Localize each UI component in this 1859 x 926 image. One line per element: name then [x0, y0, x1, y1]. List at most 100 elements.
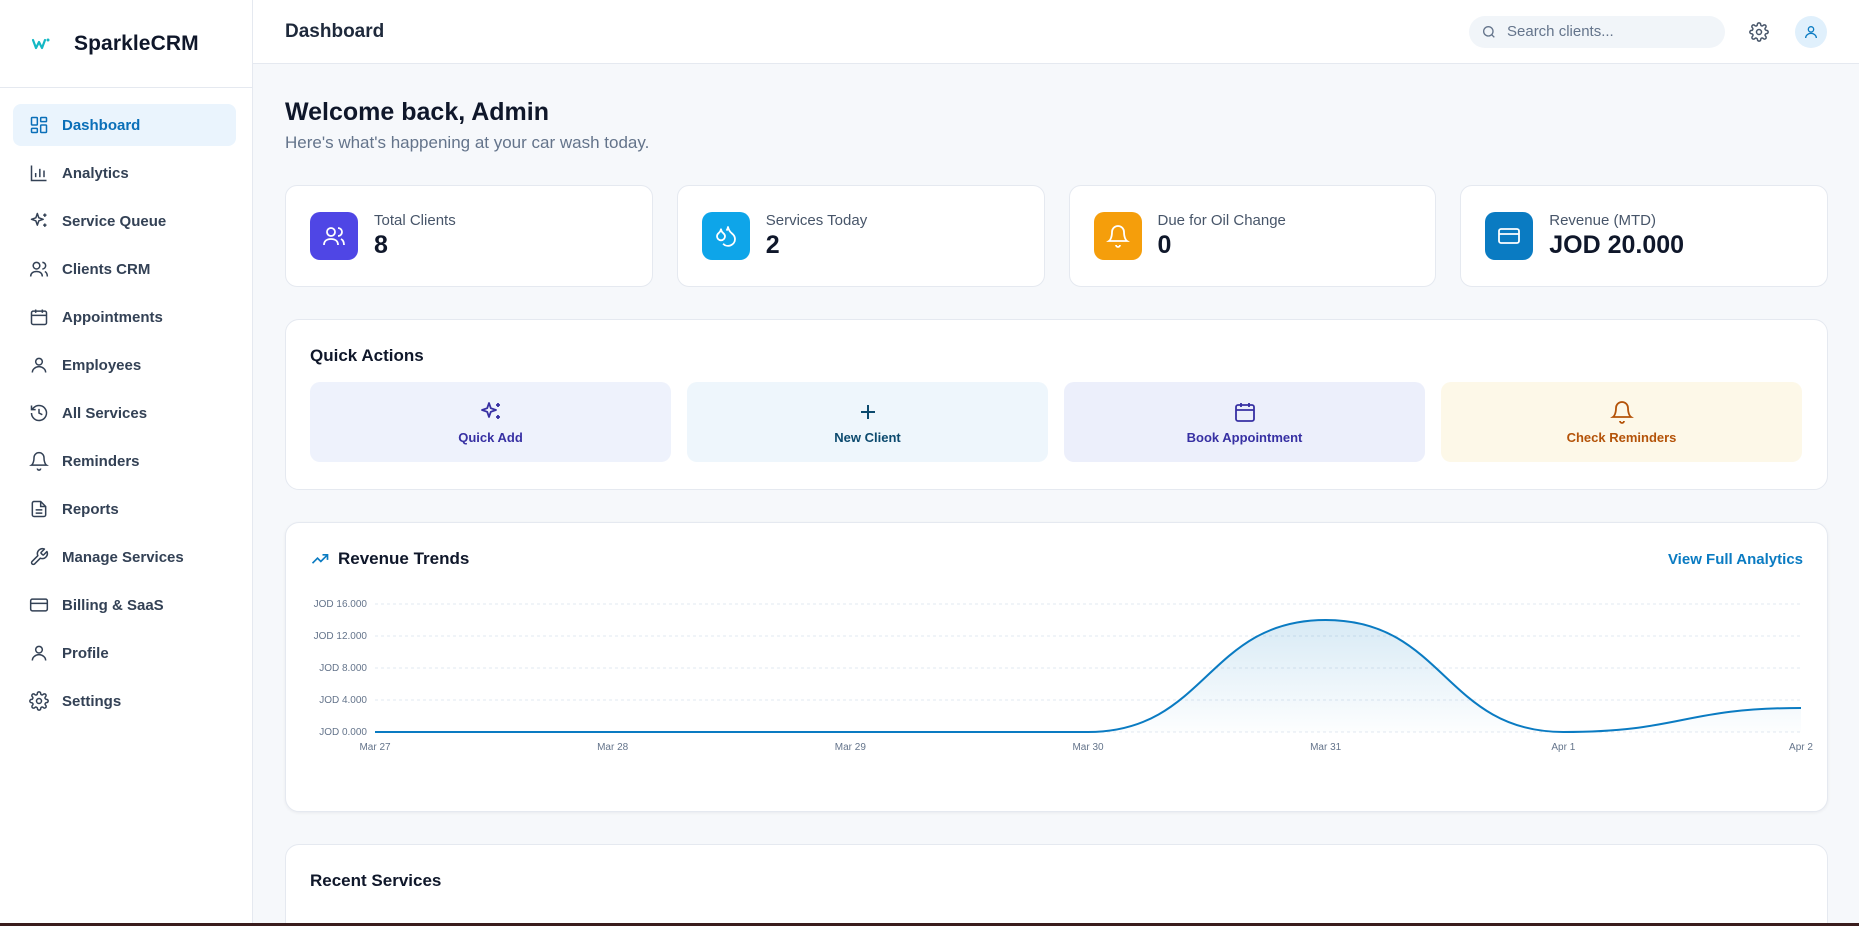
sidebar-item-dashboard[interactable]: Dashboard [13, 104, 236, 146]
view-full-analytics-link[interactable]: View Full Analytics [1667, 550, 1803, 568]
sidebar-item-label: Reminders [62, 452, 140, 470]
stat-card-oil-change: Due for Oil Change 0 [1068, 185, 1437, 287]
quick-action-label: Quick Add [458, 429, 523, 445]
quick-actions-row: Quick Add New Client Book Appointment Ch… [310, 382, 1803, 462]
quick-action-label: Check Reminders [1566, 429, 1677, 445]
book-appointment-button[interactable]: Book Appointment [1064, 382, 1425, 462]
welcome-subtitle: Here's what's happening at your car wash… [285, 133, 650, 152]
stat-card-revenue: Revenue (MTD) JOD 20.000 [1460, 185, 1828, 287]
file-text-icon [31, 500, 47, 518]
stat-icon-bg [1093, 212, 1142, 260]
x-tick-label: Apr 1 [1551, 742, 1575, 753]
sidebar-item-label: Reports [62, 500, 119, 518]
sidebar-item-reminders[interactable]: Reminders [13, 440, 236, 482]
series-area [375, 620, 1801, 732]
user-icon [31, 357, 47, 373]
main-content: Welcome back, Admin Here's what's happen… [285, 64, 1828, 926]
gear-icon [1749, 21, 1769, 42]
sidebar-item-label: Service Queue [62, 212, 167, 230]
x-tick-label: Mar 31 [1310, 742, 1342, 753]
stat-card-services-today: Services Today 2 [676, 185, 1045, 287]
sidebar-item-appointments[interactable]: Appointments [13, 296, 236, 338]
stat-label: Revenue (MTD) [1549, 212, 1656, 229]
revenue-chart: JOD 0.000 JOD 4.000 JOD 8.000 JOD 12.000 JOD… [314, 599, 1814, 753]
sidebar-item-label: Profile [62, 644, 109, 662]
sidebar-item-manage-services[interactable]: Manage Services [13, 536, 236, 578]
brand: SparkleCRM [0, 0, 252, 88]
x-tick-label: Mar 29 [835, 742, 867, 753]
chart-header: Revenue Trends View Full Analytics [310, 549, 1803, 569]
chart-title: Revenue Trends [338, 549, 470, 568]
sidebar-item-label: Settings [62, 692, 122, 710]
y-tick-label: JOD 8.000 [319, 663, 367, 674]
stat-value: JOD 20.000 [1549, 231, 1685, 259]
bell-icon [29, 451, 49, 471]
stat-text: Revenue (MTD) JOD 20.000 [1549, 212, 1684, 260]
new-client-button[interactable]: New Client [687, 382, 1048, 462]
stat-label: Due for Oil Change [1157, 212, 1286, 229]
users-icon [29, 261, 49, 277]
recent-services-title: Recent Services [310, 871, 442, 890]
sidebar-item-label: Clients CRM [62, 260, 151, 278]
credit-card-icon [1498, 228, 1521, 244]
stats-row: Total Clients 8 Services Today 2 Due for… [285, 185, 1828, 287]
sidebar-item-service-queue[interactable]: Service Queue [13, 200, 236, 242]
credit-card-icon [29, 598, 49, 612]
stat-value: 0 [1157, 231, 1172, 259]
user-icon [1805, 25, 1817, 38]
search-input[interactable] [1507, 23, 1707, 40]
sidebar-nav: Dashboard Analytics Service Queue Client… [0, 88, 252, 722]
x-tick-label: Mar 28 [597, 742, 629, 753]
quick-add-button[interactable]: Quick Add [310, 382, 671, 462]
y-tick-label: JOD 12.000 [314, 631, 368, 642]
stat-label: Services Today [765, 212, 868, 229]
page-title: Dashboard [285, 20, 385, 42]
sidebar-item-employees[interactable]: Employees [13, 344, 236, 386]
sidebar-item-label: All Services [62, 404, 148, 422]
sparkles-icon [480, 401, 500, 419]
settings-button[interactable] [1747, 20, 1771, 44]
welcome-title: Welcome back, Admin [285, 98, 549, 126]
stat-text: Due for Oil Change 0 [1158, 212, 1286, 260]
y-tick-label: JOD 4.000 [319, 695, 367, 706]
calendar-icon [30, 309, 48, 326]
sidebar-item-clients-crm[interactable]: Clients CRM [13, 248, 236, 290]
sidebar-item-all-services[interactable]: All Services [13, 392, 236, 434]
droplets-icon [715, 226, 736, 247]
bar-chart-icon [30, 165, 47, 182]
trending-up-icon [311, 554, 329, 564]
stat-card-total-clients: Total Clients 8 [285, 185, 653, 287]
user-avatar-button[interactable] [1795, 15, 1827, 48]
wrench-icon [30, 547, 49, 566]
sidebar-item-label: Dashboard [62, 116, 141, 134]
bell-icon [1609, 400, 1634, 424]
revenue-trends-card: Revenue Trends View Full Analytics JOD 0… [285, 522, 1828, 812]
gear-icon [29, 691, 49, 711]
sidebar: SparkleCRM Dashboard Analytics Service Q… [0, 0, 253, 926]
sidebar-item-profile[interactable]: Profile [13, 632, 236, 674]
sidebar-item-reports[interactable]: Reports [13, 488, 236, 530]
y-tick-label: JOD 0.000 [319, 727, 367, 738]
sidebar-item-billing[interactable]: Billing & SaaS [13, 584, 236, 626]
calendar-icon [1234, 402, 1255, 422]
stat-text: Services Today 2 [766, 212, 867, 260]
sidebar-item-analytics[interactable]: Analytics [13, 152, 236, 194]
sidebar-item-label: Analytics [62, 164, 129, 182]
stat-icon-bg [1485, 212, 1534, 260]
sidebar-item-label: Employees [62, 356, 142, 374]
recent-services-card: Recent Services [285, 844, 1828, 926]
dashboard-icon [30, 116, 48, 134]
series-line [374, 618, 1802, 734]
stat-value: 2 [765, 231, 780, 259]
search-icon [1483, 25, 1495, 38]
top-bar: Dashboard [253, 0, 1859, 64]
user-icon [31, 645, 47, 661]
sparkle-logo-icon [28, 31, 54, 57]
quick-action-label: Book Appointment [1186, 429, 1303, 445]
sidebar-item-settings[interactable]: Settings [13, 680, 236, 722]
check-reminders-button[interactable]: Check Reminders [1441, 382, 1802, 462]
quick-actions-title: Quick Actions [310, 346, 424, 365]
stat-icon-bg [310, 212, 358, 260]
users-icon [323, 227, 345, 246]
x-tick-label: Apr 2 [1789, 742, 1813, 753]
